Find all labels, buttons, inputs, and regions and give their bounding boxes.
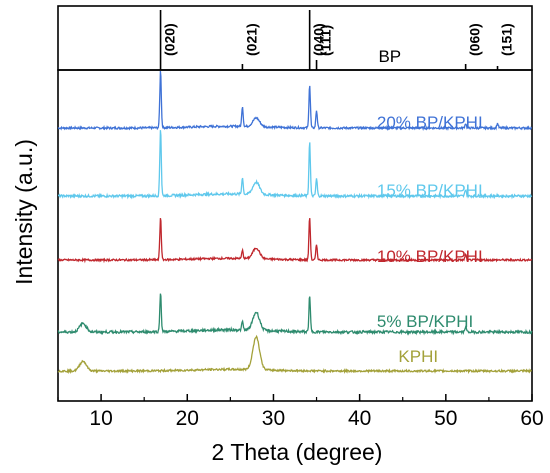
y-axis-label: Intensity (a.u.) (11, 139, 37, 285)
x-axis-label: 2 Theta (degree) (212, 439, 383, 465)
series-label: KPHI (398, 347, 438, 366)
x-tick-label: 10 (89, 407, 112, 430)
series-line (57, 334, 533, 375)
series-line (57, 70, 533, 132)
series-line (57, 217, 533, 264)
main-panel (57, 69, 533, 402)
reference-peak-label: (020) (162, 23, 178, 56)
plot-frame (57, 69, 533, 402)
series-line (57, 293, 533, 336)
reference-peak-label: (111) (318, 25, 334, 56)
series-line (58, 130, 533, 200)
reference-peak-label: (060) (467, 23, 483, 56)
series-label: 20% BP/KPHI (377, 113, 483, 132)
series-label: 5% BP/KPHI (377, 312, 473, 331)
reference-peak-label: (040) (311, 23, 327, 56)
series-labels: 20% BP/KPHI 15% BP/KPHI 10% BP/KPHI 5% BP/K… (377, 113, 483, 366)
x-tick-label: 60 (520, 407, 543, 430)
x-tick-label: 40 (348, 407, 371, 430)
x-tick-label: 50 (434, 407, 457, 430)
x-tick-label: 30 (262, 407, 285, 430)
reference-name: BP (378, 47, 401, 66)
reference-frame (57, 5, 533, 71)
series-label: 10% BP/KPHI (377, 247, 483, 266)
reference-peak-label: (151) (499, 23, 515, 56)
series-label: 15% BP/KPHI (377, 181, 483, 200)
axes: 10 20 30 40 50 60 (57, 394, 544, 430)
x-tick-label: 20 (176, 407, 199, 430)
reference-peak-label: (021) (243, 23, 259, 56)
series-lines (57, 70, 533, 375)
reference-panel: (020) (021) (040)(111) (060) (151) BP (57, 5, 533, 71)
